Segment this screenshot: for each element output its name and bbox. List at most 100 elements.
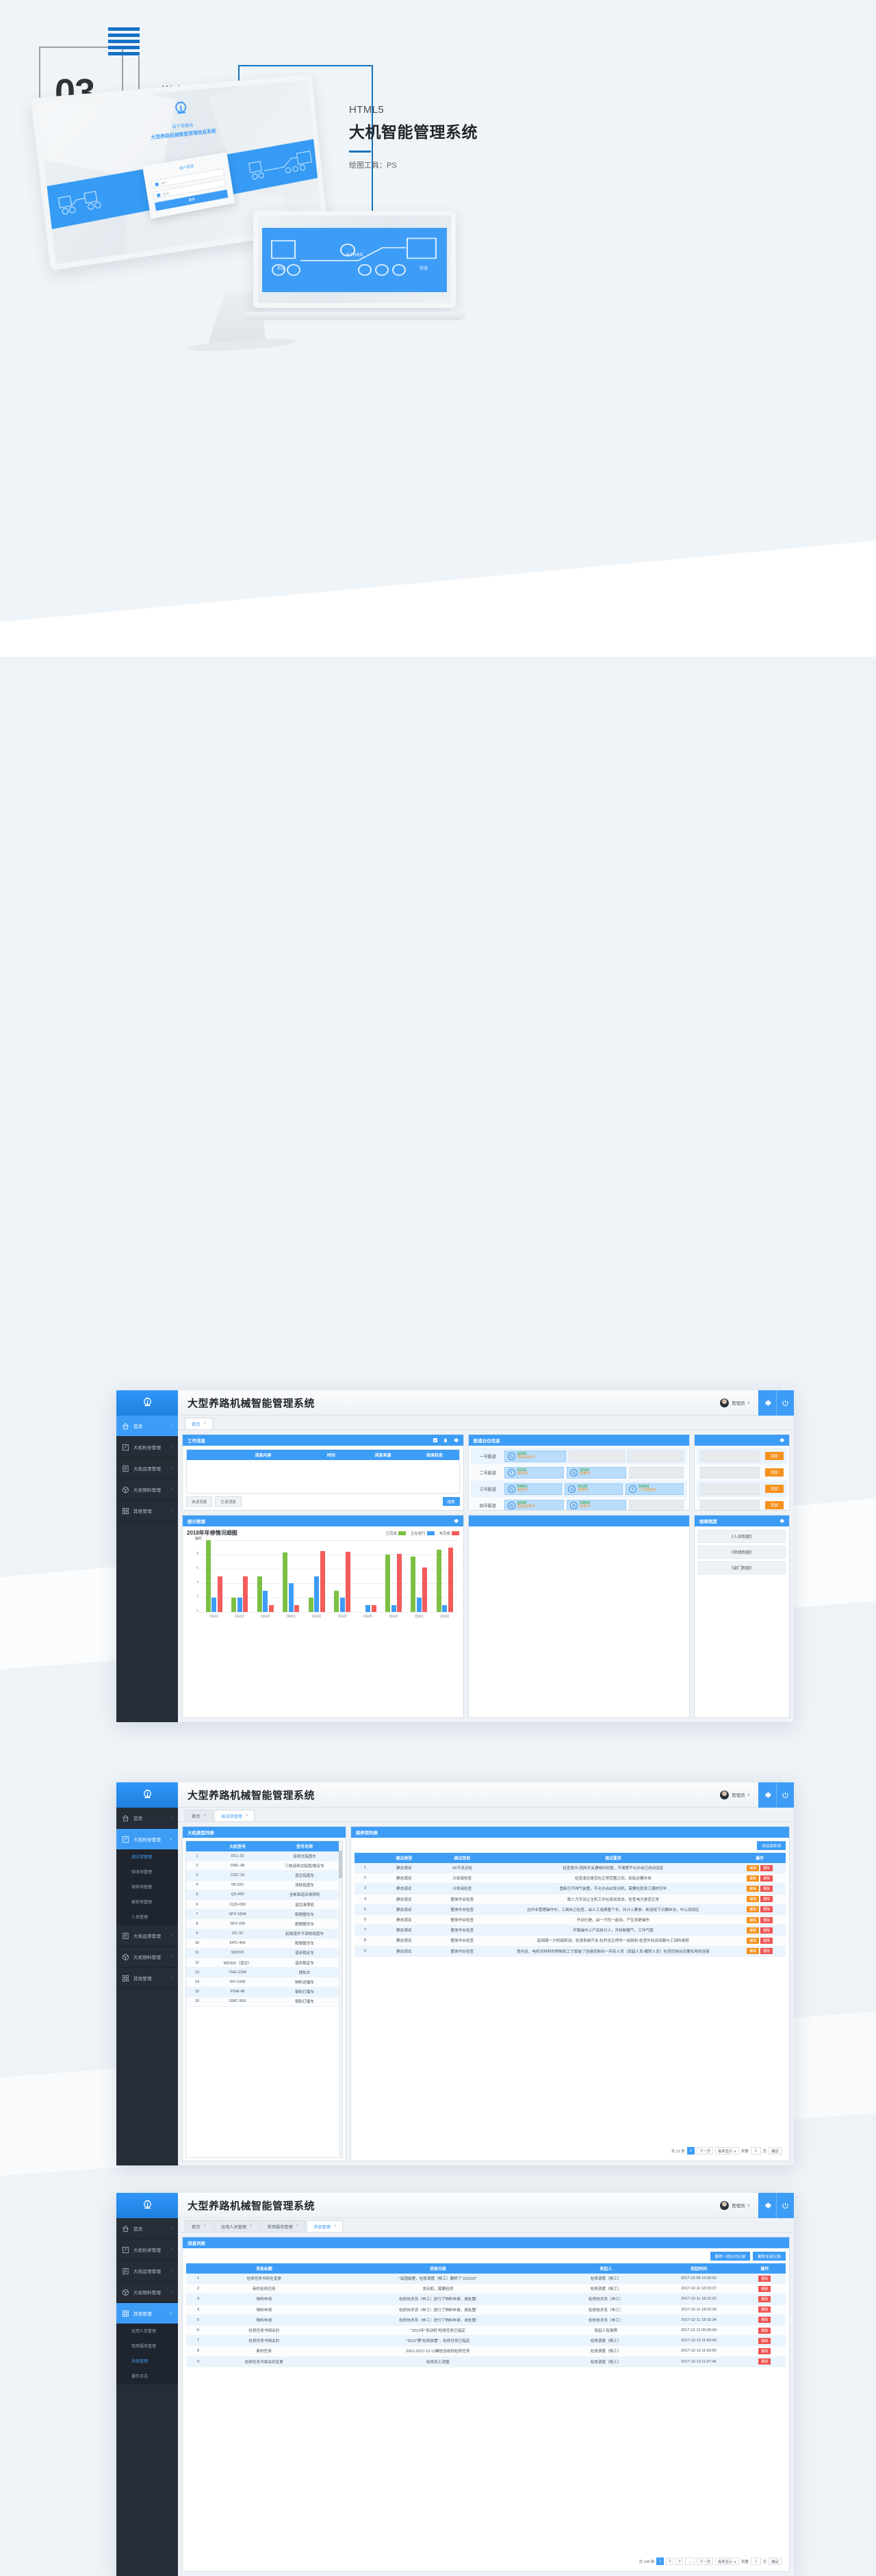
stall-slot-empty[interactable] (568, 1450, 625, 1462)
table-row[interactable]: 11 WD320 道床稳定车 (186, 1948, 342, 1959)
rule-item[interactable]: 《检修制度》 (697, 1546, 786, 1559)
table-row[interactable]: 15 PGM-48 钢轨打磨车 (186, 1987, 342, 1997)
tab-首页[interactable]: 首页 × (185, 1810, 213, 1821)
table-row[interactable]: 14 WY-100II 物料运输车 (186, 1977, 342, 1988)
stall-slot-empty[interactable] (627, 1450, 684, 1462)
delete-button[interactable]: 删除 (760, 1927, 773, 1934)
submenu-item[interactable]: 运用人员管理 (131, 2330, 157, 2334)
tab-首页[interactable]: 首页 × (185, 2220, 213, 2232)
delete-button[interactable]: 删除 (760, 1937, 773, 1944)
table-row[interactable]: 7 静态调试 整体作业检查 开路操作上产后执行人，开拆制整气，工作气瓶 编辑 删除 (354, 1925, 786, 1936)
submenu-item[interactable]: 常用服务管理 (131, 2345, 157, 2349)
submenu-item[interactable]: 消息管理 (131, 2360, 149, 2364)
sidebar-item-repair[interactable]: 大机检修管理 › (116, 1437, 178, 1458)
table-row[interactable]: 3 CDC-16 道岔捣固车 (186, 1870, 342, 1881)
chevron-down-icon[interactable]: ∨ (747, 1401, 750, 1405)
page-button[interactable]: 2 (666, 2558, 674, 2565)
logout-button[interactable] (776, 2193, 794, 2218)
sidebar-item-repair[interactable]: 大机检修管理 ∨ (116, 1829, 178, 1850)
table-row[interactable]: 6 检修任务书相关的 "2013年"发动机"检修任务已指定 发起人有故障 2017-12… (186, 2325, 786, 2337)
next-page-button[interactable]: 下一页 (696, 2147, 713, 2155)
message-action-button[interactable]: 删除一周以内记录 (710, 2252, 751, 2261)
goto-input[interactable]: 1 (750, 2558, 761, 2565)
rule-item[interactable]: 《人员制度》 (697, 1530, 786, 1543)
rule-item[interactable]: 《部门制度》 (697, 1561, 786, 1574)
logout-button[interactable] (776, 1782, 794, 1808)
page-size-select[interactable]: 每条显示 ∨ (714, 2147, 739, 2155)
confirm-button[interactable]: 确定 (769, 2558, 782, 2565)
delete-button[interactable]: 删除 (760, 1916, 773, 1923)
table-row[interactable]: 7 检修任务书相关的 "2013"第"检修装置"，检修任务已指定 检修调度（杨工） 20… (186, 2335, 786, 2347)
message-action-button[interactable]: 删除全部记录 (753, 2252, 786, 2261)
page-size-select[interactable]: 每条显示 ∨ (714, 2558, 739, 2565)
table-row[interactable]: 2 新的检修任务 发动机、需要检修 检修调度（杨工） 2017-12-11 18:23:… (186, 2283, 786, 2295)
table-row[interactable]: 9 静态调试 整体作业检查 提内运、电机对材料的预制和工力智能了连接控制台一所有人员（… (354, 1946, 786, 1957)
chevron-down-icon[interactable]: ∨ (747, 1793, 750, 1797)
sidebar-item-home[interactable]: 首页 › (116, 1808, 178, 1829)
stall-slot-empty[interactable] (699, 1466, 760, 1479)
table-row[interactable]: 8 静态调试 整体作业检查 起用路一力机组机动；检测系统开关-拉杆连正停时一组用机-检… (354, 1935, 786, 1947)
stall-slot-filled[interactable]: 临 DG02 检修中 (565, 1483, 623, 1495)
table-row[interactable]: 4 静态调试 整体作业检查 靠人力手动让主机工作在调试状态，检查电力是否正常 编辑 删除 (354, 1894, 786, 1905)
submenu-item[interactable]: 维检项管理 (131, 1901, 153, 1905)
settings-button[interactable] (758, 2193, 776, 2218)
sidebar-item-other[interactable]: 其他管理 ∨ (116, 2303, 178, 2324)
edit-button[interactable]: 编辑 (747, 1875, 760, 1882)
sidebar-item-operation[interactable]: 大机运用管理 › (116, 2261, 178, 2282)
edit-button[interactable]: 编辑 (747, 1927, 760, 1934)
table-row[interactable]: 7 SPZ-160A 配碴整形车 (186, 1909, 342, 1920)
delete-button[interactable]: 删除 (760, 1896, 773, 1903)
close-icon[interactable]: × (203, 2224, 206, 2228)
tab-运用人员管理[interactable]: 运用人员管理 × (214, 2220, 259, 2232)
delete-button[interactable]: 删除 (758, 2347, 771, 2354)
delete-button[interactable]: 删除 (758, 2306, 771, 2313)
page-button[interactable]: 3 (675, 2558, 684, 2565)
stall-slot-filled[interactable]: 临 QS02 驻段验收中 (504, 1450, 566, 1462)
confirm-button[interactable]: 确定 (769, 2147, 782, 2155)
close-icon[interactable]: × (296, 2224, 299, 2228)
table-row[interactable]: 13 THG-1200 焊轨车 (186, 1967, 342, 1978)
table-row[interactable]: 5 QS-650 全断面道床清筛机 (186, 1890, 342, 1900)
table-row[interactable]: 10 DPC-460 配碴整形车 (186, 1938, 342, 1949)
delete-button[interactable]: 删除 (760, 1885, 773, 1892)
stall-slot-empty[interactable] (699, 1450, 760, 1462)
scrollbar-thumb[interactable] (338, 1851, 342, 1878)
page-button[interactable]: 1 (686, 2147, 695, 2155)
sidebar-item-material[interactable]: 大机物料管理 › (116, 2282, 178, 2303)
gear-icon[interactable] (453, 1437, 459, 1443)
delete-button[interactable]: 删除 (758, 2317, 771, 2324)
page-button[interactable]: … (685, 2558, 695, 2565)
close-icon[interactable]: × (203, 1814, 206, 1818)
delete-button[interactable]: 删除 (760, 1864, 773, 1871)
trash-icon[interactable] (443, 1437, 448, 1443)
sidebar-item-other[interactable]: 其他管理 › (116, 1500, 178, 1522)
stall-slot-filled[interactable]: 临 DW02 检修中 (567, 1499, 627, 1510)
sidebar-item-operation[interactable]: 大机运用管理 › (116, 1925, 178, 1947)
add-button[interactable]: 添加 (764, 1468, 784, 1476)
table-row[interactable]: 1 检修任务书存在变更 "捣固装置，检修调度（杨工）删除了"222222" 检修调度（… (186, 2274, 786, 2285)
stall-slot-empty[interactable] (699, 1483, 760, 1495)
table-row[interactable]: 6 静态调试 整体作业检查 开动行驶，由一力性一起动，产生改更操作 编辑 删除 (354, 1914, 786, 1926)
stall-slot-filled[interactable]: 临 QS05 驻段验收中 (504, 1499, 565, 1510)
table-row[interactable]: 9 检修任务书相关的变更 检修员工调整 检修调度（杨工） 2017-12-13 11:4… (186, 2356, 786, 2367)
table-row[interactable]: 2 静态调试 冷却液检查 检查液位是否在正常范围之间，如有必要补充 编辑 删除 (354, 1873, 786, 1884)
submenu-item[interactable]: 保养项管理 (131, 1886, 153, 1890)
table-row[interactable]: 1 静态调试 2R节流点检 检查泵头/流网开关通电时间值，不清楚不允许自己改动设定 编辑… (354, 1863, 786, 1874)
add-button[interactable]: 添加 (764, 1501, 784, 1509)
checkbox-icon[interactable] (433, 1437, 438, 1443)
goto-input[interactable]: 1 (750, 2147, 761, 2155)
table-row[interactable]: 8 新的任务 2001-2017-12-13螺栓验收的检修任务 检修调度（杨工） 201… (186, 2345, 786, 2357)
table-row[interactable]: 4 08-32C 双枕捣固车 (186, 1880, 342, 1890)
logout-button[interactable] (776, 1390, 794, 1416)
table-row[interactable]: 16 GMC-96X 钢轨打磨车 (186, 1996, 342, 2007)
add-button[interactable]: 添加 (764, 1485, 784, 1493)
edit-button[interactable]: 编辑 (747, 1906, 760, 1913)
delete-button[interactable]: 删除 (760, 1948, 773, 1955)
delete-button[interactable]: 删除 (758, 2358, 771, 2365)
tab-消息管理[interactable]: 消息管理 × (307, 2220, 344, 2232)
search-button[interactable]: 搜索 (442, 1497, 460, 1506)
submenu-item[interactable]: 调试项管理 (131, 1856, 153, 1860)
sidebar-item-other[interactable]: 其他管理 › (116, 1968, 178, 1989)
submenu-item[interactable]: 人员管理 (131, 1916, 149, 1920)
table-row[interactable]: 12 WD320（道岔） 道床稳定车 (186, 1957, 342, 1968)
